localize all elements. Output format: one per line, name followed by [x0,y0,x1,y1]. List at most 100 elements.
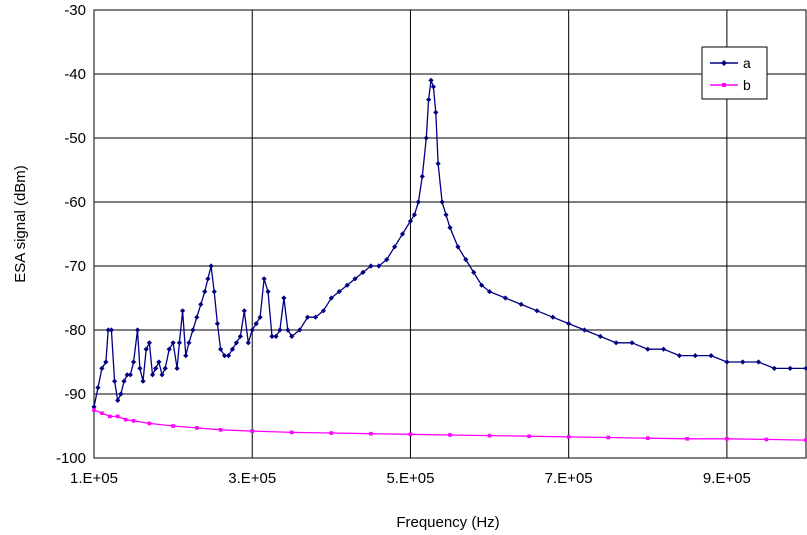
data-point-a [289,333,295,339]
data-point-a [261,276,267,282]
data-point-a [328,295,334,301]
data-point-a [502,295,508,301]
data-point-a [130,359,137,365]
legend-label-a: a [743,55,751,71]
data-point-a [140,378,146,384]
data-point-a [423,135,429,141]
data-point-a [143,346,149,352]
data-point-b [448,433,452,437]
y-axis-label: ESA signal (dBm) [12,165,29,283]
data-point-a [787,365,793,371]
data-point-b [566,435,571,439]
legend-entry-a: a [710,55,751,71]
data-point-a [392,244,398,250]
x-tick-label: 1.E+05 [70,470,118,487]
x-tick-label: 9.E+05 [703,470,751,487]
legend-label-b: b [743,77,751,93]
data-point-a [439,199,445,205]
data-point-a [384,257,390,263]
data-point-a [180,308,186,314]
data-point-a [153,365,159,371]
data-point-b [527,434,531,439]
data-point-a [214,321,221,327]
y-tick-label: -40 [64,66,86,83]
data-point-b [487,433,492,438]
grid-lines [94,9,806,459]
data-point-b [725,437,729,441]
legend: a b [701,46,768,100]
data-point-a [463,257,469,263]
data-point-a [229,346,236,352]
data-point-a [190,327,196,333]
data-point-b [606,435,611,440]
data-point-a [241,308,247,314]
data-point-a [285,327,291,333]
x-axis-label: Frequency (Hz) [396,514,499,531]
data-point-a [198,301,204,307]
data-point-a [183,353,189,359]
data-point-b [218,428,223,432]
data-point-b [171,424,175,428]
data-point-a [127,372,133,378]
data-point-a [245,340,251,346]
data-point-a [249,327,255,333]
data-point-a [273,333,279,339]
data-point-a [137,365,143,371]
data-point-a [105,327,111,333]
y-tick-label: -100 [56,450,86,467]
data-point-a [166,346,172,352]
data-point-a [471,269,477,275]
data-point-a [162,365,168,371]
legend-marker-b [722,83,726,87]
data-point-a [174,365,180,371]
data-point-a [253,321,259,327]
data-point-a [344,282,350,288]
data-point-b [804,438,807,442]
data-point-a [629,340,635,346]
data-point-a [237,333,243,339]
data-point-b [250,429,255,433]
data-point-a [277,327,283,333]
data-point-a [121,378,127,384]
data-point-b [147,421,152,426]
data-point-a [415,199,421,205]
data-point-a [479,282,485,288]
y-tick-label: -50 [64,130,86,147]
data-point-a [118,391,124,397]
data-point-a [676,353,683,359]
data-point-a [708,353,714,359]
data-point-a [202,289,208,295]
data-point-a [597,333,603,339]
data-point-a [566,321,572,327]
data-point-b [115,414,120,419]
data-point-a [755,359,762,365]
data-point-a [360,269,366,275]
data-point-a [269,333,275,339]
data-point-a [305,314,311,320]
data-point-a [428,77,434,83]
data-point-b [100,411,104,415]
data-point-a [265,289,271,295]
data-point-a [645,346,651,352]
data-point-b [92,408,96,412]
data-point-a [426,97,432,103]
data-point-a [740,359,746,365]
data-point-a [433,109,439,115]
data-point-b [329,431,334,435]
data-point-a [103,359,109,365]
series-line-a [93,80,806,407]
plot-frame [93,9,807,459]
y-tick-label: -60 [64,194,86,211]
data-point-a [176,340,183,346]
data-point-a [613,340,619,346]
data-point-a [257,314,263,320]
data-point-a [411,212,417,218]
y-tick-label: -80 [64,322,86,339]
data-point-a [430,84,436,90]
data-point-a [297,327,303,333]
x-tick-label: 5.E+05 [386,470,434,487]
y-tick-labels: -30 -40 -50 -60 -70 -80 -90 -100 [56,2,86,467]
data-point-b [195,426,199,430]
data-point-a [435,161,441,167]
data-point-b [123,417,128,422]
